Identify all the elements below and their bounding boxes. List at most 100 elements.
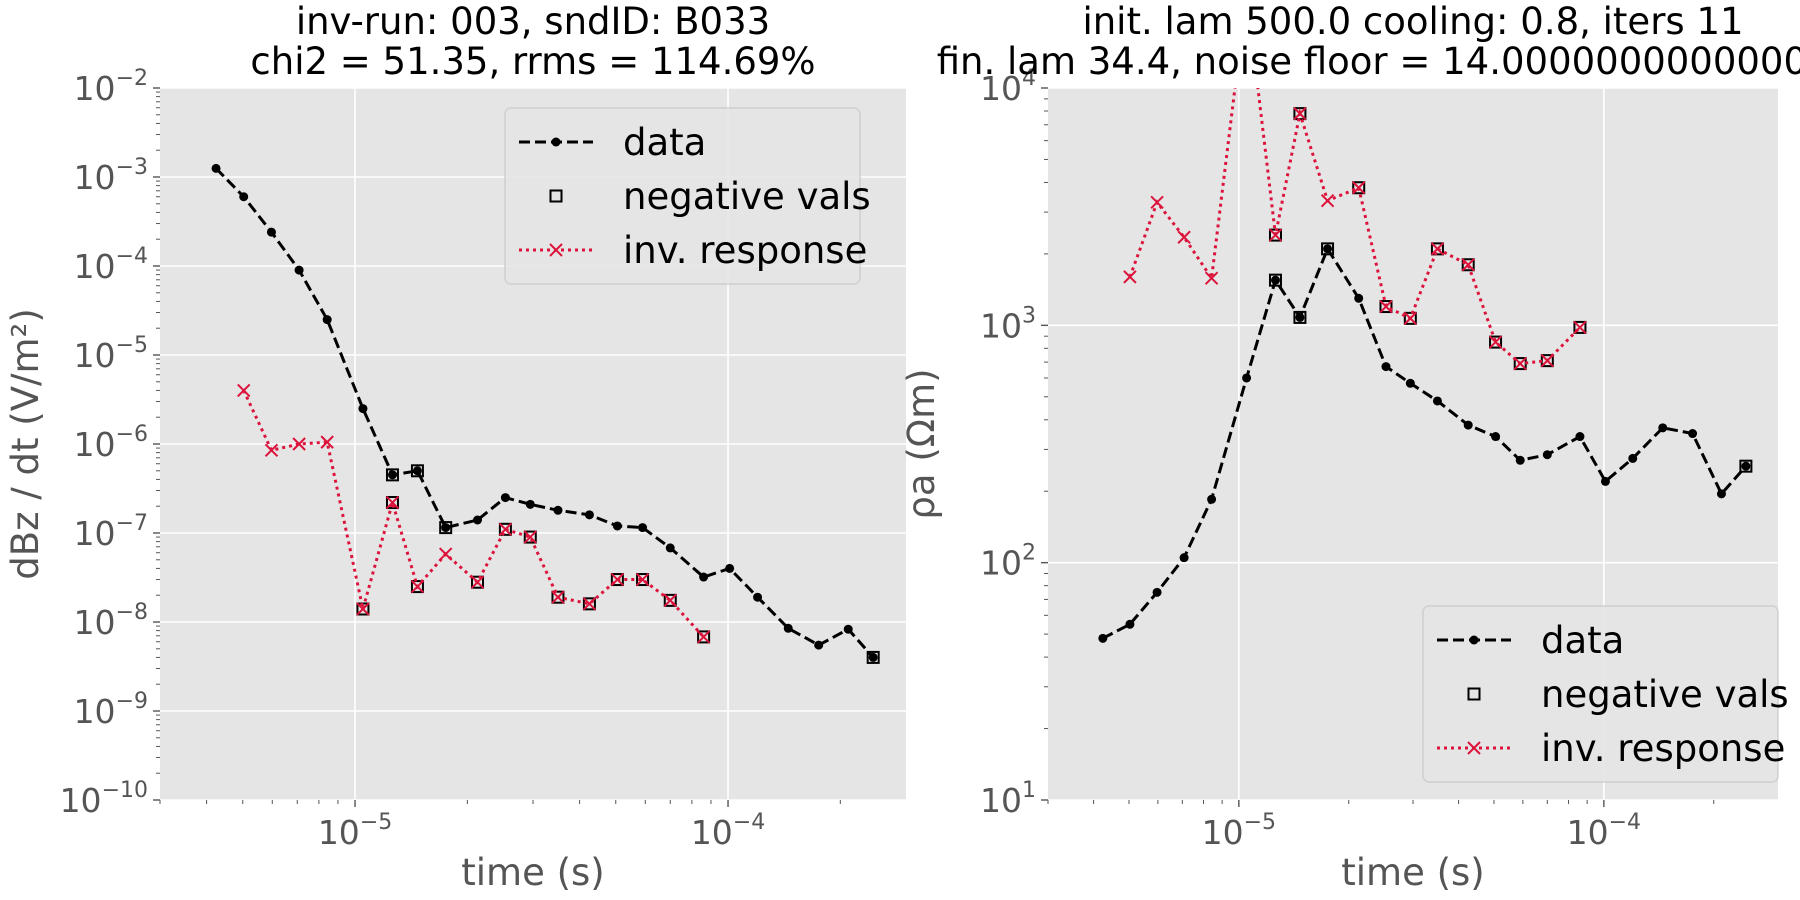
x-axis-label: time (s) <box>461 851 605 894</box>
x-stroke <box>292 437 306 451</box>
data-point <box>697 630 711 644</box>
x-tick-label: 10−4 <box>691 810 765 852</box>
y-tick-exponent: −6 <box>116 422 148 447</box>
series-data <box>211 163 878 662</box>
data-point <box>439 521 453 535</box>
y-tick-base: 10 <box>74 692 116 731</box>
data-point <box>237 383 251 398</box>
data-point <box>1461 258 1475 272</box>
y-tick-base: 10 <box>74 247 116 286</box>
legend-box <box>504 107 861 285</box>
data-point <box>1403 311 1417 325</box>
legend-marker <box>1467 741 1481 755</box>
data-point <box>523 530 537 544</box>
data-point <box>610 572 625 587</box>
data-point <box>322 315 332 325</box>
data-point <box>1270 275 1280 285</box>
data-point <box>1488 335 1503 349</box>
data-point <box>1268 228 1283 242</box>
y-tick-label: 103 <box>980 303 1036 345</box>
y-tick-label: 10−4 <box>74 244 148 286</box>
data-point <box>1320 194 1335 208</box>
x-stroke <box>663 593 677 608</box>
x-tick-exponent: −5 <box>360 810 392 835</box>
series-negative-vals <box>1268 107 1753 473</box>
x-axis-label: time (s) <box>1341 851 1485 894</box>
data-point <box>292 437 306 451</box>
data-point <box>1658 423 1668 433</box>
x-stroke <box>1293 106 1307 121</box>
x-stroke <box>356 602 370 616</box>
data-point <box>1204 271 1219 285</box>
data-point <box>266 227 276 237</box>
x-tick-label: 10−4 <box>1567 810 1641 852</box>
chart-title-line: chi2 = 51.35, rrms = 114.69% <box>250 40 815 83</box>
y-axis-label: dBz / dt (V/m²) <box>4 308 47 580</box>
legend-marker <box>551 137 561 147</box>
x-tick-exponent: −4 <box>1609 810 1641 835</box>
data-point <box>1688 429 1698 439</box>
data-point <box>1739 459 1753 473</box>
y-tick-base: 10 <box>980 544 1022 583</box>
y-tick-exponent: −2 <box>116 66 148 91</box>
x-stroke <box>264 443 279 457</box>
x-stroke <box>1430 242 1445 256</box>
data-point <box>410 579 425 594</box>
data-point <box>553 505 563 515</box>
legend-box <box>1422 605 1779 783</box>
data-point <box>1321 242 1335 256</box>
x-stroke <box>470 575 485 589</box>
y-tick-exponent: −8 <box>116 600 148 625</box>
x-stroke <box>1123 270 1137 284</box>
data-point <box>410 580 424 594</box>
x-stroke <box>1150 195 1164 209</box>
y-tick-base: 10 <box>74 603 116 642</box>
data-point <box>1741 461 1751 471</box>
y-tick-exponent: −10 <box>102 778 148 803</box>
y-tick-base: 10 <box>980 69 1022 108</box>
data-point <box>471 575 485 589</box>
data-point <box>551 590 565 604</box>
series-negative-vals <box>356 464 880 664</box>
y-tick-label: 102 <box>980 541 1036 583</box>
x-stroke <box>1573 320 1587 335</box>
x-stroke <box>523 530 537 544</box>
x-stroke <box>696 630 711 644</box>
data-point <box>1354 293 1364 303</box>
legend-marker <box>1469 635 1479 645</box>
data-point <box>438 547 453 561</box>
x-stroke <box>1513 356 1527 371</box>
data-point <box>1123 270 1137 284</box>
data-point <box>699 572 709 582</box>
data-point <box>868 652 878 662</box>
x-stroke <box>1403 311 1418 326</box>
data-point <box>612 521 622 531</box>
legend-label: data <box>1541 619 1624 662</box>
legend-marker <box>549 189 563 203</box>
y-tick-label: 10−6 <box>74 422 148 464</box>
y-tick-label: 10−8 <box>74 600 148 642</box>
y-tick-exponent: −5 <box>116 333 148 358</box>
x-tick-exponent: −5 <box>1244 810 1276 835</box>
y-tick-exponent: −4 <box>116 244 148 269</box>
y-tick-exponent: 3 <box>1022 303 1036 328</box>
data-point <box>1489 335 1503 349</box>
x-stroke <box>635 572 650 587</box>
y-tick-base: 10 <box>74 514 116 553</box>
legend-entry: data <box>519 121 706 164</box>
data-point <box>385 495 400 510</box>
x-stroke <box>237 383 251 398</box>
data-point <box>1379 300 1393 314</box>
y-tick-label: 10−5 <box>74 333 148 375</box>
x-stroke <box>1467 741 1481 755</box>
data-point <box>1540 353 1555 368</box>
data-point <box>1152 587 1162 597</box>
data-point <box>441 523 451 533</box>
data-point <box>582 597 596 611</box>
data-point <box>1177 230 1191 244</box>
data-point <box>1381 362 1391 372</box>
y-tick-label: 10−10 <box>60 778 148 820</box>
legend-marker <box>549 243 563 257</box>
